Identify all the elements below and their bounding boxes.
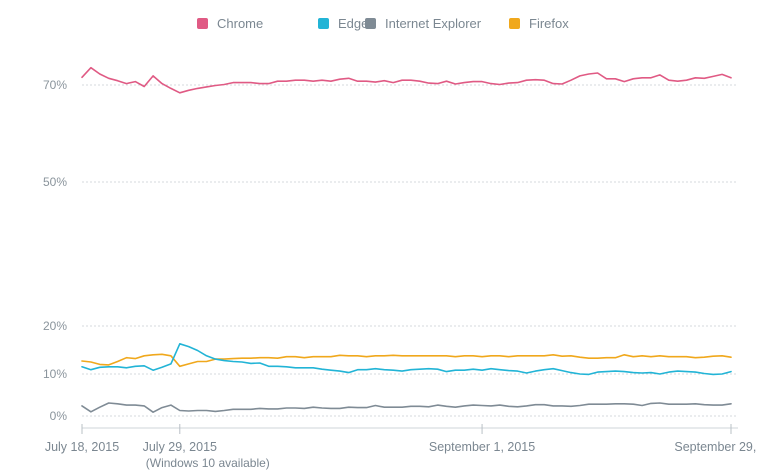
x-tick-sublabel: (Windows 10 available): [146, 456, 270, 470]
chart-legend: Chrome Edge Internet Explorer Firefox: [0, 14, 760, 32]
series-line-firefox: [81, 353, 732, 368]
y-tick-label: 20%: [43, 319, 67, 333]
legend-item-chrome: Chrome: [197, 14, 263, 32]
legend-swatch: [318, 17, 329, 29]
x-tick-label: September 29, 2015: [674, 440, 760, 454]
legend-label: Internet Explorer: [385, 15, 482, 31]
legend-swatch: [197, 17, 208, 29]
legend-item-internet-explorer: Internet Explorer: [365, 14, 481, 32]
x-tick-label: July 29, 2015: [143, 440, 217, 454]
series-line-chrome: [81, 66, 732, 94]
y-tick-label: 70%: [43, 78, 67, 92]
y-tick-label: 10%: [43, 367, 67, 381]
legend-swatch: [509, 17, 520, 29]
legend-item-edge: Edge: [318, 14, 368, 32]
series-line-internet-explorer: [81, 402, 732, 413]
series-line-edge: [81, 343, 732, 376]
legend-item-firefox: Firefox: [509, 14, 569, 32]
legend-label: Chrome: [217, 15, 264, 31]
y-tick-label: 0%: [50, 409, 68, 423]
x-tick-label: July 18, 2015: [45, 440, 119, 454]
legend-label: Edge: [338, 15, 369, 31]
legend-swatch: [365, 17, 376, 29]
x-tick-label: September 1, 2015: [429, 440, 535, 454]
y-tick-label: 50%: [43, 175, 67, 189]
legend-label: Firefox: [529, 15, 569, 31]
